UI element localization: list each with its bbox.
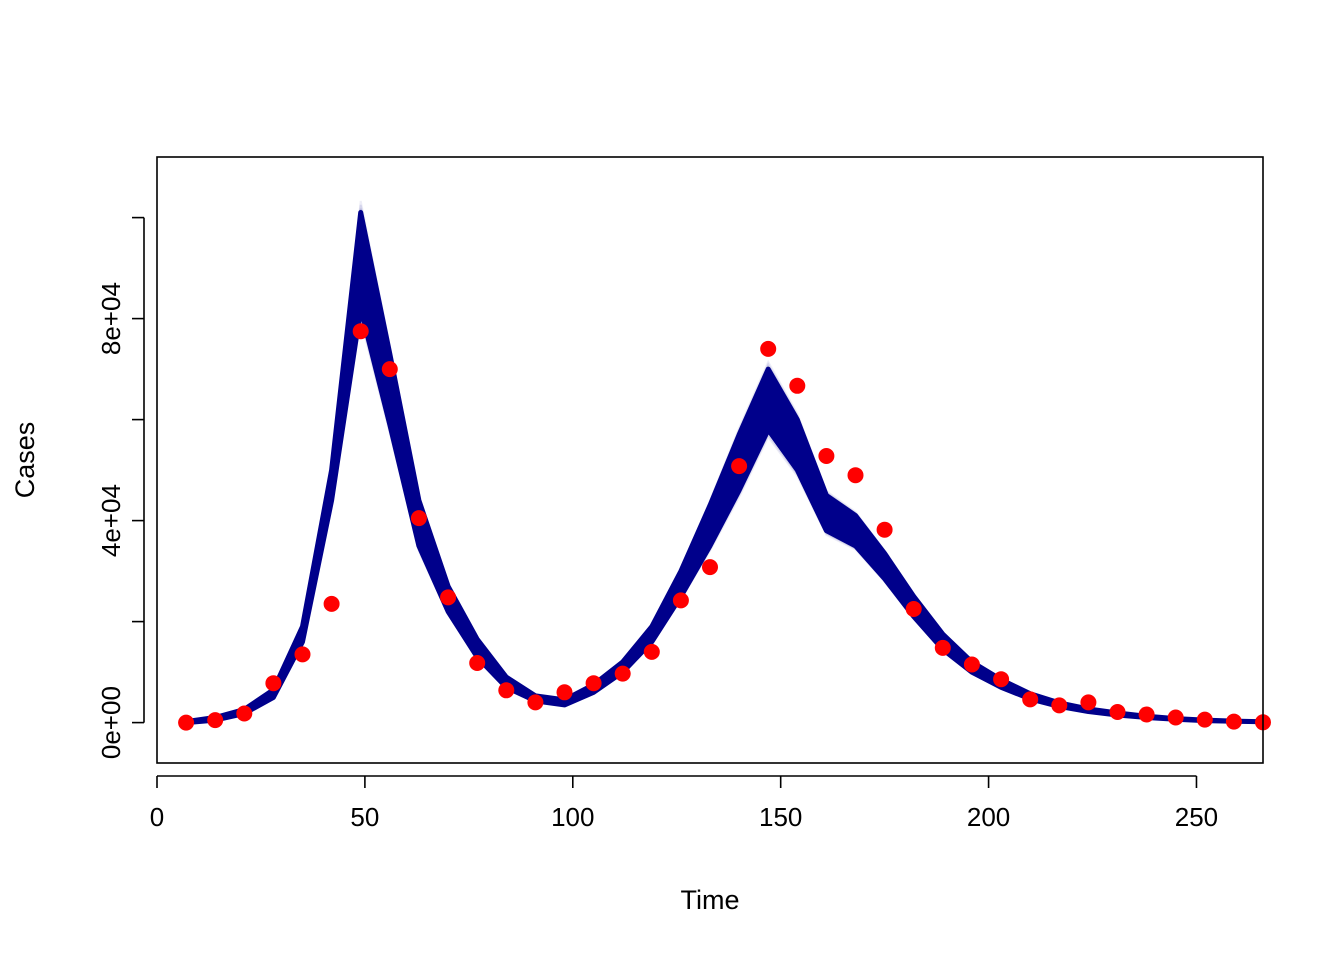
observed-point (731, 458, 748, 475)
observed-point (410, 510, 427, 527)
x-tick-label: 250 (1175, 802, 1218, 832)
x-tick-label: 50 (350, 802, 379, 832)
observed-point (963, 656, 980, 673)
observed-point (1109, 704, 1126, 720)
observed-point (760, 340, 777, 357)
observed-point (993, 671, 1010, 688)
y-axis: 0e+00 4e+04 8e+04 (96, 216, 145, 759)
observed-point (905, 601, 922, 617)
observed-point (527, 694, 544, 711)
observed-point (789, 377, 806, 394)
observed-point (1138, 706, 1155, 723)
y-tick-label: 0e+00 (96, 686, 126, 759)
plot-frame (156, 156, 1264, 764)
observed-point (876, 521, 893, 538)
observed-point (672, 592, 689, 609)
y-tick-label: 4e+04 (96, 484, 126, 557)
observed-point (556, 684, 573, 701)
observed-point (847, 467, 864, 484)
simulation-trajectories (183, 200, 1266, 726)
observed-point (294, 646, 311, 663)
observed-point (207, 712, 224, 729)
x-tick-label: 0 (150, 802, 164, 832)
trajectory-halo-4 (185, 200, 1264, 723)
observed-point (1051, 697, 1068, 714)
observed-point (1196, 711, 1213, 728)
observed-point (643, 643, 660, 660)
observed-point (440, 589, 457, 606)
observed-point (352, 323, 369, 340)
observed-point (236, 705, 253, 722)
x-axis: 0 50 100 150 200 250 (150, 775, 1218, 832)
observed-point (498, 682, 515, 699)
simulation-band (183, 210, 1266, 726)
observed-point (818, 448, 835, 464)
x-axis-title: Time (681, 885, 740, 915)
observed-point (1167, 709, 1184, 726)
x-tick-label: 200 (967, 802, 1010, 832)
observed-point (265, 675, 282, 692)
observed-point (934, 639, 951, 656)
x-tick-label: 150 (759, 802, 802, 832)
observed-point (178, 714, 195, 731)
observed-point (323, 595, 340, 612)
observed-point (614, 665, 631, 682)
y-axis-title: Cases (10, 422, 40, 499)
observed-point (1022, 691, 1039, 708)
observed-point (702, 559, 718, 576)
observed-point (469, 655, 486, 671)
observed-point (381, 361, 398, 378)
observed-point (1225, 713, 1242, 730)
observed-cases-points (178, 323, 1271, 731)
observed-point (585, 675, 602, 692)
x-tick-label: 100 (551, 802, 594, 832)
y-tick-label: 8e+04 (96, 282, 126, 355)
observed-point (1080, 694, 1097, 711)
